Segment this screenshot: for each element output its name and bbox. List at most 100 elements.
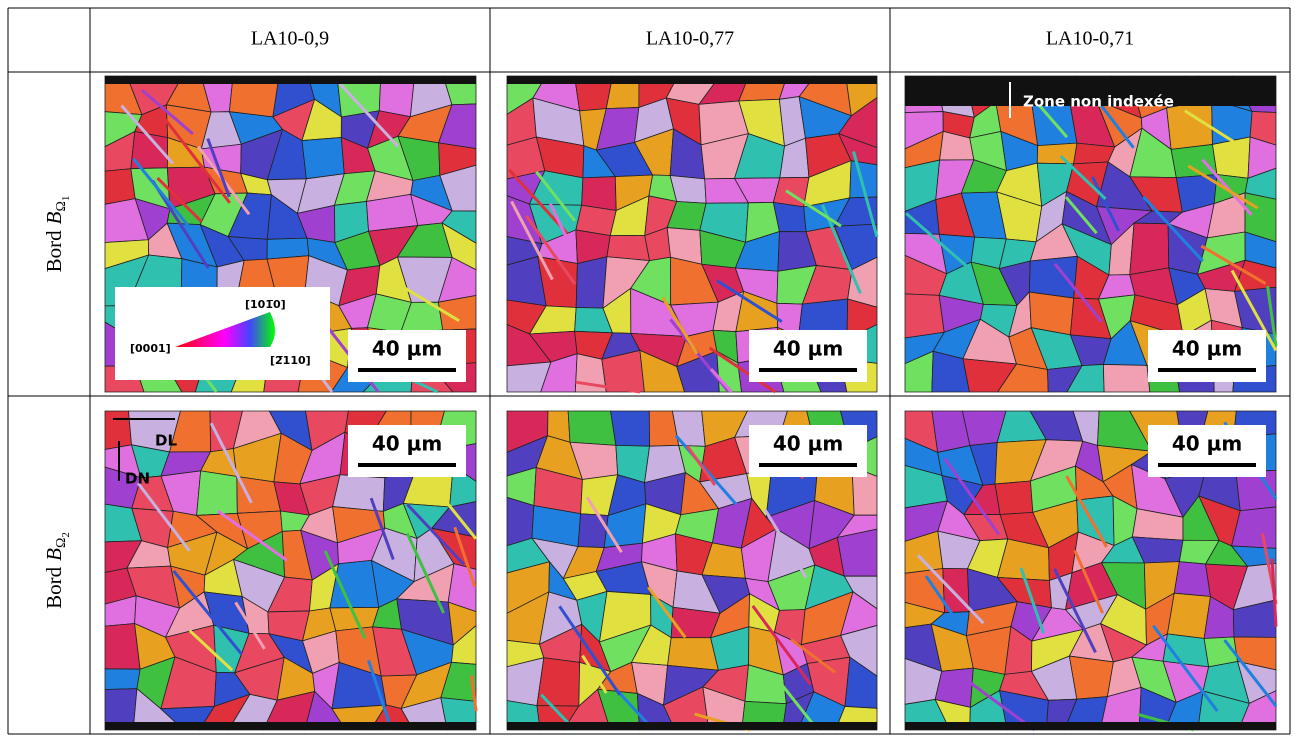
annotation: Zone non indexée bbox=[1023, 93, 1174, 111]
scale-bar bbox=[1158, 463, 1256, 467]
twin bbox=[558, 605, 622, 696]
legend-label: [0001] bbox=[130, 342, 171, 355]
map-edge bbox=[105, 76, 476, 84]
twin bbox=[1053, 262, 1103, 323]
twin bbox=[674, 434, 738, 506]
twin bbox=[398, 283, 460, 323]
twin bbox=[763, 508, 808, 579]
twin bbox=[508, 168, 569, 235]
grain bbox=[772, 201, 807, 233]
column-header: LA10-0,77 bbox=[646, 28, 734, 50]
grain bbox=[904, 293, 945, 339]
twin bbox=[1183, 109, 1247, 151]
grain bbox=[301, 137, 345, 180]
twin bbox=[1270, 558, 1278, 627]
row-label-index: 1 bbox=[60, 196, 72, 202]
twin bbox=[905, 212, 973, 272]
twin bbox=[1223, 639, 1278, 708]
twin bbox=[967, 679, 1036, 732]
twin bbox=[120, 104, 175, 165]
twin bbox=[943, 457, 1001, 536]
scale-bar-label: 40 µm bbox=[1172, 337, 1242, 361]
twin bbox=[1201, 158, 1253, 216]
twin bbox=[188, 629, 234, 672]
twin bbox=[1065, 475, 1108, 548]
twin bbox=[1230, 269, 1278, 352]
grain bbox=[1166, 592, 1211, 639]
row-label-index: 2 bbox=[60, 532, 72, 538]
scale-bar-label: 40 µm bbox=[773, 337, 843, 361]
twin bbox=[575, 380, 641, 394]
grain bbox=[577, 513, 609, 548]
scale-bar bbox=[759, 463, 857, 467]
scale-bar-box bbox=[1148, 330, 1266, 382]
twin bbox=[647, 586, 687, 639]
grain bbox=[332, 474, 386, 512]
twin bbox=[510, 200, 554, 281]
scale-bar-box bbox=[749, 330, 867, 382]
twin bbox=[708, 346, 777, 394]
twin bbox=[234, 601, 266, 650]
twin bbox=[161, 114, 231, 204]
twin bbox=[585, 496, 623, 553]
row-label-variable: B bbox=[42, 211, 66, 224]
twin bbox=[470, 675, 478, 712]
twin bbox=[369, 497, 395, 561]
twin bbox=[323, 550, 367, 640]
scale-bar bbox=[1158, 368, 1256, 372]
map-edge bbox=[507, 722, 877, 730]
twin bbox=[1142, 195, 1204, 263]
row-label-word: Bord bbox=[42, 230, 66, 273]
map-edge bbox=[905, 76, 1276, 106]
grain bbox=[1068, 655, 1114, 700]
twin bbox=[789, 638, 836, 674]
twin bbox=[172, 570, 243, 656]
grain bbox=[994, 480, 1034, 515]
map-edge bbox=[507, 76, 877, 84]
row-label-subscript: Ω bbox=[54, 538, 69, 548]
row-label: Bord BΩ1 bbox=[42, 196, 72, 273]
twin bbox=[685, 444, 717, 486]
twin bbox=[661, 296, 699, 355]
grain bbox=[667, 637, 719, 671]
twin bbox=[1152, 624, 1219, 712]
grain bbox=[581, 176, 617, 211]
twin bbox=[141, 89, 194, 135]
grain bbox=[104, 623, 141, 670]
twin bbox=[785, 189, 842, 228]
twin bbox=[367, 659, 394, 731]
row-label-variable: B bbox=[42, 548, 66, 561]
twin bbox=[206, 138, 231, 198]
ebsd-map bbox=[104, 410, 478, 731]
twin bbox=[1019, 567, 1045, 634]
axis-label: DL bbox=[155, 432, 177, 450]
ipf-triangle bbox=[175, 312, 275, 347]
scale-bar bbox=[759, 368, 857, 372]
map-edge bbox=[905, 722, 1276, 730]
twin bbox=[132, 157, 202, 242]
twin bbox=[1073, 549, 1104, 614]
twin bbox=[1053, 568, 1097, 654]
row-label: Bord BΩ2 bbox=[42, 532, 72, 609]
twin bbox=[535, 170, 577, 222]
twin bbox=[209, 422, 253, 504]
ebsd-map bbox=[904, 410, 1278, 732]
twin bbox=[1091, 176, 1121, 232]
scale-bar-label: 40 µm bbox=[773, 432, 843, 456]
scale-bar-box bbox=[749, 425, 867, 477]
twin bbox=[548, 203, 574, 251]
twin bbox=[336, 80, 400, 148]
twin bbox=[924, 575, 954, 615]
grain bbox=[1212, 136, 1251, 179]
twin bbox=[709, 368, 733, 394]
scale-bar-box bbox=[348, 425, 466, 477]
twin bbox=[916, 554, 985, 625]
grain bbox=[104, 668, 141, 690]
grain bbox=[567, 410, 617, 446]
axis-label: DN bbox=[125, 470, 150, 488]
legend-label: [101̅0] bbox=[245, 298, 286, 311]
grain bbox=[575, 256, 608, 309]
row-label-subscript: Ω bbox=[54, 201, 69, 211]
grain bbox=[836, 528, 878, 577]
